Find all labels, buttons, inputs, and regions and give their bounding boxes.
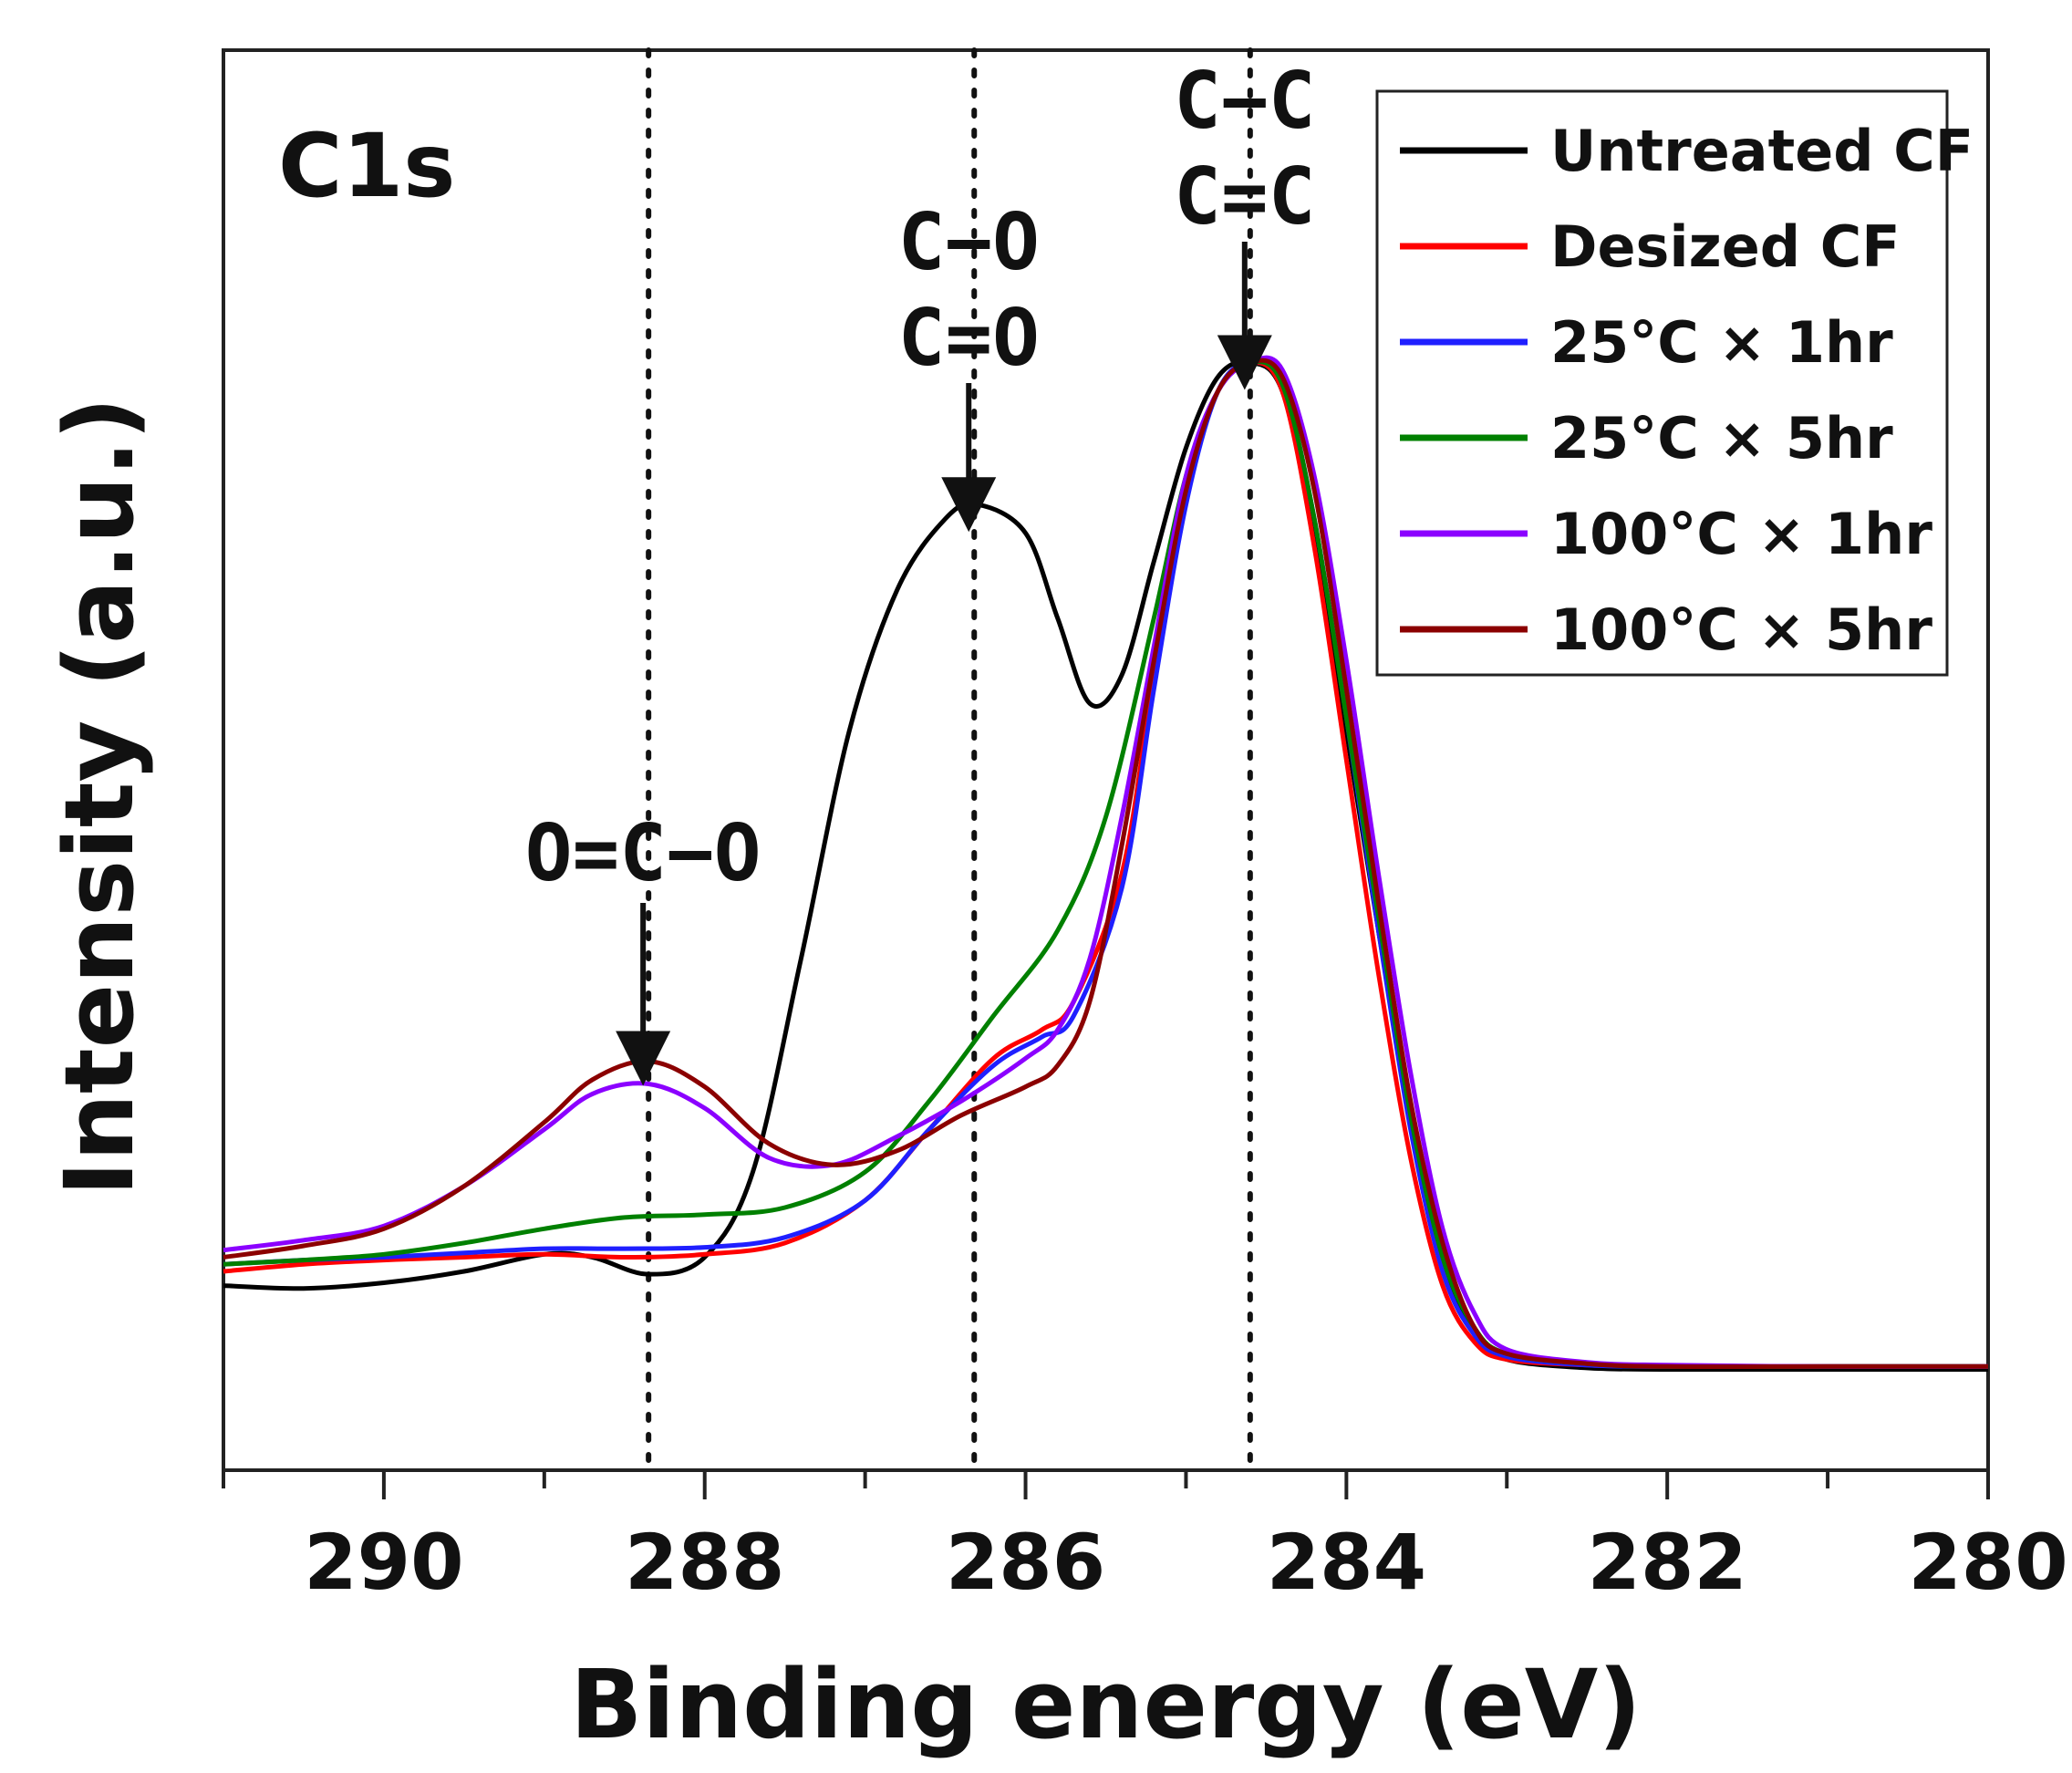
reference-lines xyxy=(646,47,1253,1473)
x-tick-label-288: 288 xyxy=(625,1518,784,1607)
legend-entry-3: 25°C × 5hr xyxy=(1550,405,1893,472)
series-line-5 xyxy=(223,358,1988,1370)
x-axis-title: Binding energy (eV) xyxy=(570,1649,1642,1760)
annotation-label-1-0: C−O xyxy=(898,197,1040,288)
x-axis-ticks xyxy=(222,1470,1990,1499)
annotation-label-1-1: C=O xyxy=(898,293,1040,384)
annotation-arrow-head-0 xyxy=(616,1031,671,1086)
x-tick-label-290: 290 xyxy=(304,1518,463,1607)
annotation-label-0-0: O=C−O xyxy=(525,808,761,899)
peak-annotations: O=C−O C−OC=O C−CC=C xyxy=(525,56,1315,1086)
panel-label: C1s xyxy=(278,115,455,217)
legend-entry-1: Desized CF xyxy=(1550,213,1901,280)
x-tick-label-286: 286 xyxy=(946,1518,1105,1607)
legend-entry-4: 100°C × 1hr xyxy=(1550,501,1932,567)
plot-area xyxy=(222,48,1990,1472)
legend: Untreated CF Desized CF 25°C × 1hr 25°C × 5… xyxy=(1375,89,1974,677)
legend-entry-5: 100°C × 5hr xyxy=(1550,596,1932,663)
annotation-label-2-1: C=C xyxy=(1174,151,1315,243)
series-line-2 xyxy=(223,359,1988,1369)
legend-entry-2: 25°C × 1hr xyxy=(1550,309,1893,376)
legend-entry-0: Untreated CF xyxy=(1550,118,1974,184)
annotation-arrow-head-2 xyxy=(1217,335,1272,390)
series-line-4 xyxy=(223,355,1989,1369)
annotation-arrow-head-1 xyxy=(941,477,997,533)
series-layer xyxy=(223,355,1989,1373)
annotation-label-2-0: C−C xyxy=(1174,56,1315,147)
x-tick-label-280: 280 xyxy=(1908,1518,2067,1607)
legend-box xyxy=(1375,89,1949,677)
plot-frame xyxy=(222,48,1990,1472)
x-tick-label-282: 282 xyxy=(1588,1518,1747,1607)
x-tick-label-284: 284 xyxy=(1267,1518,1426,1607)
y-axis-title: Intensity (a.u.) xyxy=(44,397,155,1197)
x-axis-tick-labels: 290 288 286 284 282 280 xyxy=(304,1518,2067,1607)
